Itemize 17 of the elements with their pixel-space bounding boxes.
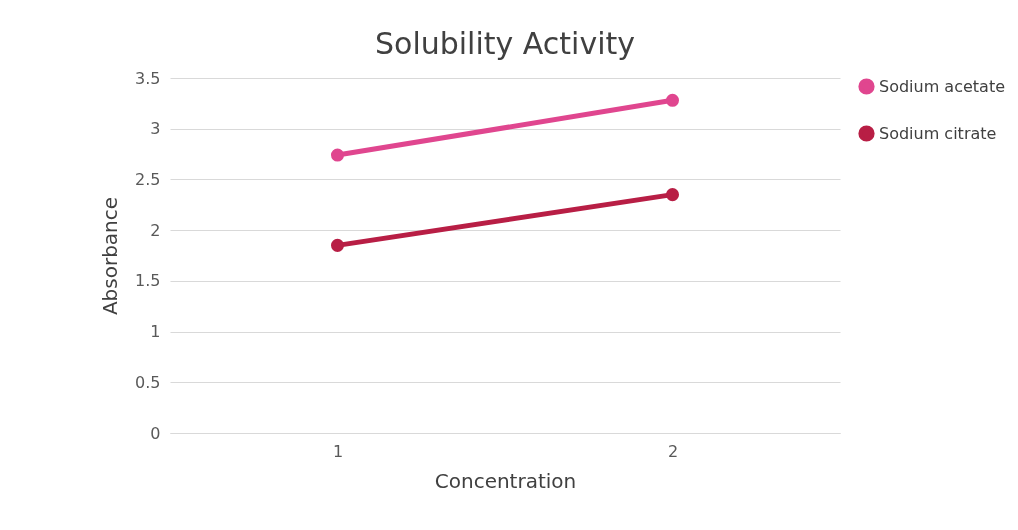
legend-label: Sodium acetate [879, 76, 1005, 96]
y-tick-label: 1 [150, 322, 161, 342]
legend-label: Sodium citrate [879, 123, 997, 143]
y-tick-label: 0.5 [135, 372, 161, 392]
y-tick-label: 3.5 [135, 68, 161, 88]
chart-title: Solubility Activity [374, 26, 636, 61]
y-tick-label: 0 [150, 423, 161, 443]
point [330, 238, 345, 252]
point [665, 188, 680, 202]
point [330, 148, 345, 162]
y-tick-label: 3 [150, 119, 161, 139]
y-axis-title: Absorbance [98, 196, 123, 316]
y-tick-label: 1.5 [135, 271, 161, 291]
y-tick-label: 2 [150, 220, 161, 240]
point [665, 93, 680, 107]
x-axis-title: Concentration [434, 468, 577, 493]
y-tick-label: 2.5 [135, 169, 161, 189]
